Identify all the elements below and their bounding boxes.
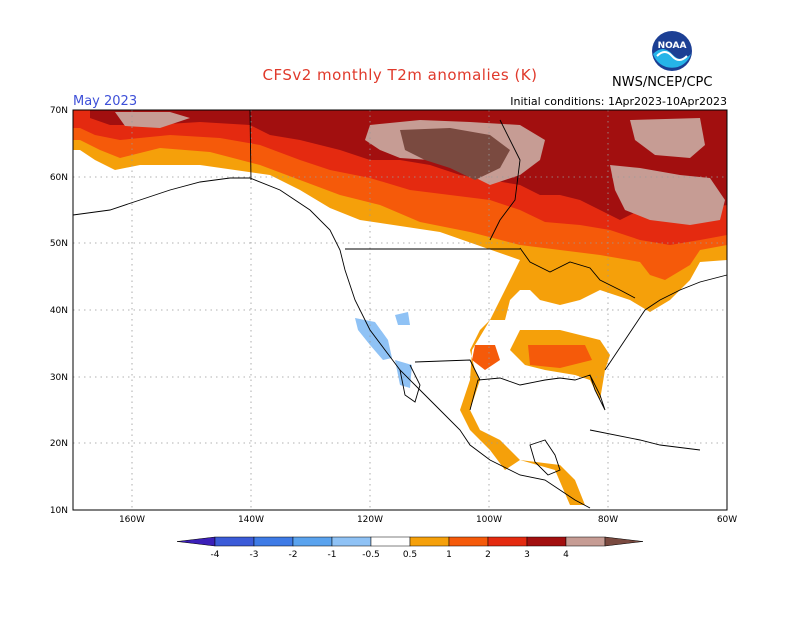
lon-label: 160W <box>119 515 145 525</box>
lat-label: 20N <box>50 439 68 449</box>
lat-label: 30N <box>50 373 68 383</box>
colorbar-label: 1 <box>446 550 452 560</box>
colorbar-label: 0.5 <box>403 550 417 560</box>
anomaly-region-california <box>355 318 392 360</box>
anomaly-region-tan-ne <box>630 118 705 158</box>
colorbar-label: 4 <box>563 550 569 560</box>
colorbar-label: 2 <box>485 550 491 560</box>
latitude-labels: 70N 60N 50N 40N 30N 20N 10N <box>50 106 68 516</box>
initial-conditions: Initial conditions: 1Apr2023-10Apr2023 <box>510 95 727 108</box>
lon-label: 100W <box>476 515 502 525</box>
map-coastlines <box>72 109 728 509</box>
colorbar-arrow-left <box>176 536 216 547</box>
anomaly-fields <box>73 110 727 505</box>
noaa-logo: NOAA <box>652 31 692 71</box>
longitude-labels: 160W 140W 120W 100W 80W 60W <box>119 515 737 525</box>
colorbar-swatch <box>487 536 528 547</box>
forecast-month: May 2023 <box>73 94 138 109</box>
colorbar-swatch <box>565 536 606 547</box>
anomaly-region-texas <box>472 345 500 370</box>
colorbar-swatch <box>253 536 294 547</box>
anomaly-region-tan-west <box>115 112 190 128</box>
colorbar-swatch <box>448 536 489 547</box>
lon-label: 120W <box>357 515 383 525</box>
colorbar-swatch <box>331 536 372 547</box>
anomaly-region-darkred <box>90 110 727 220</box>
colorbar-swatch <box>214 536 255 547</box>
lat-label: 40N <box>50 306 68 316</box>
colorbar-label: -3 <box>250 550 259 560</box>
map-title: CFSv2 monthly T2m anomalies (K) <box>262 66 538 84</box>
logo-text: NOAA <box>658 41 687 51</box>
anomaly-region-tan-hudson <box>610 165 725 225</box>
map-frame <box>72 109 728 511</box>
colorbar-label: -0.5 <box>362 550 380 560</box>
lat-label: 50N <box>50 239 68 249</box>
lat-label: 10N <box>50 506 68 516</box>
colorbar-label: -4 <box>211 550 220 560</box>
lon-label: 80W <box>598 515 618 525</box>
anomaly-region-nevada <box>395 312 410 325</box>
lon-label: 60W <box>717 515 737 525</box>
colorbar-label: -2 <box>289 550 298 560</box>
colorbar-swatch <box>409 536 450 547</box>
agency-label: NWS/NCEP/CPC <box>612 75 713 90</box>
lon-label: 140W <box>238 515 264 525</box>
colorbar-swatch <box>370 536 411 547</box>
anomaly-region-brown <box>400 128 510 180</box>
anomaly-region-gulfcoast <box>528 345 592 368</box>
lat-label: 70N <box>50 106 68 116</box>
lat-label: 60N <box>50 173 68 183</box>
colorbar-swatch <box>526 536 567 547</box>
colorbar-swatch <box>292 536 333 547</box>
colorbar: -4 -3 -2 -1 -0.5 0.5 1 2 3 4 <box>176 536 644 560</box>
colorbar-arrow-right <box>604 536 644 547</box>
colorbar-label: -1 <box>328 550 337 560</box>
colorbar-label: 3 <box>524 550 530 560</box>
